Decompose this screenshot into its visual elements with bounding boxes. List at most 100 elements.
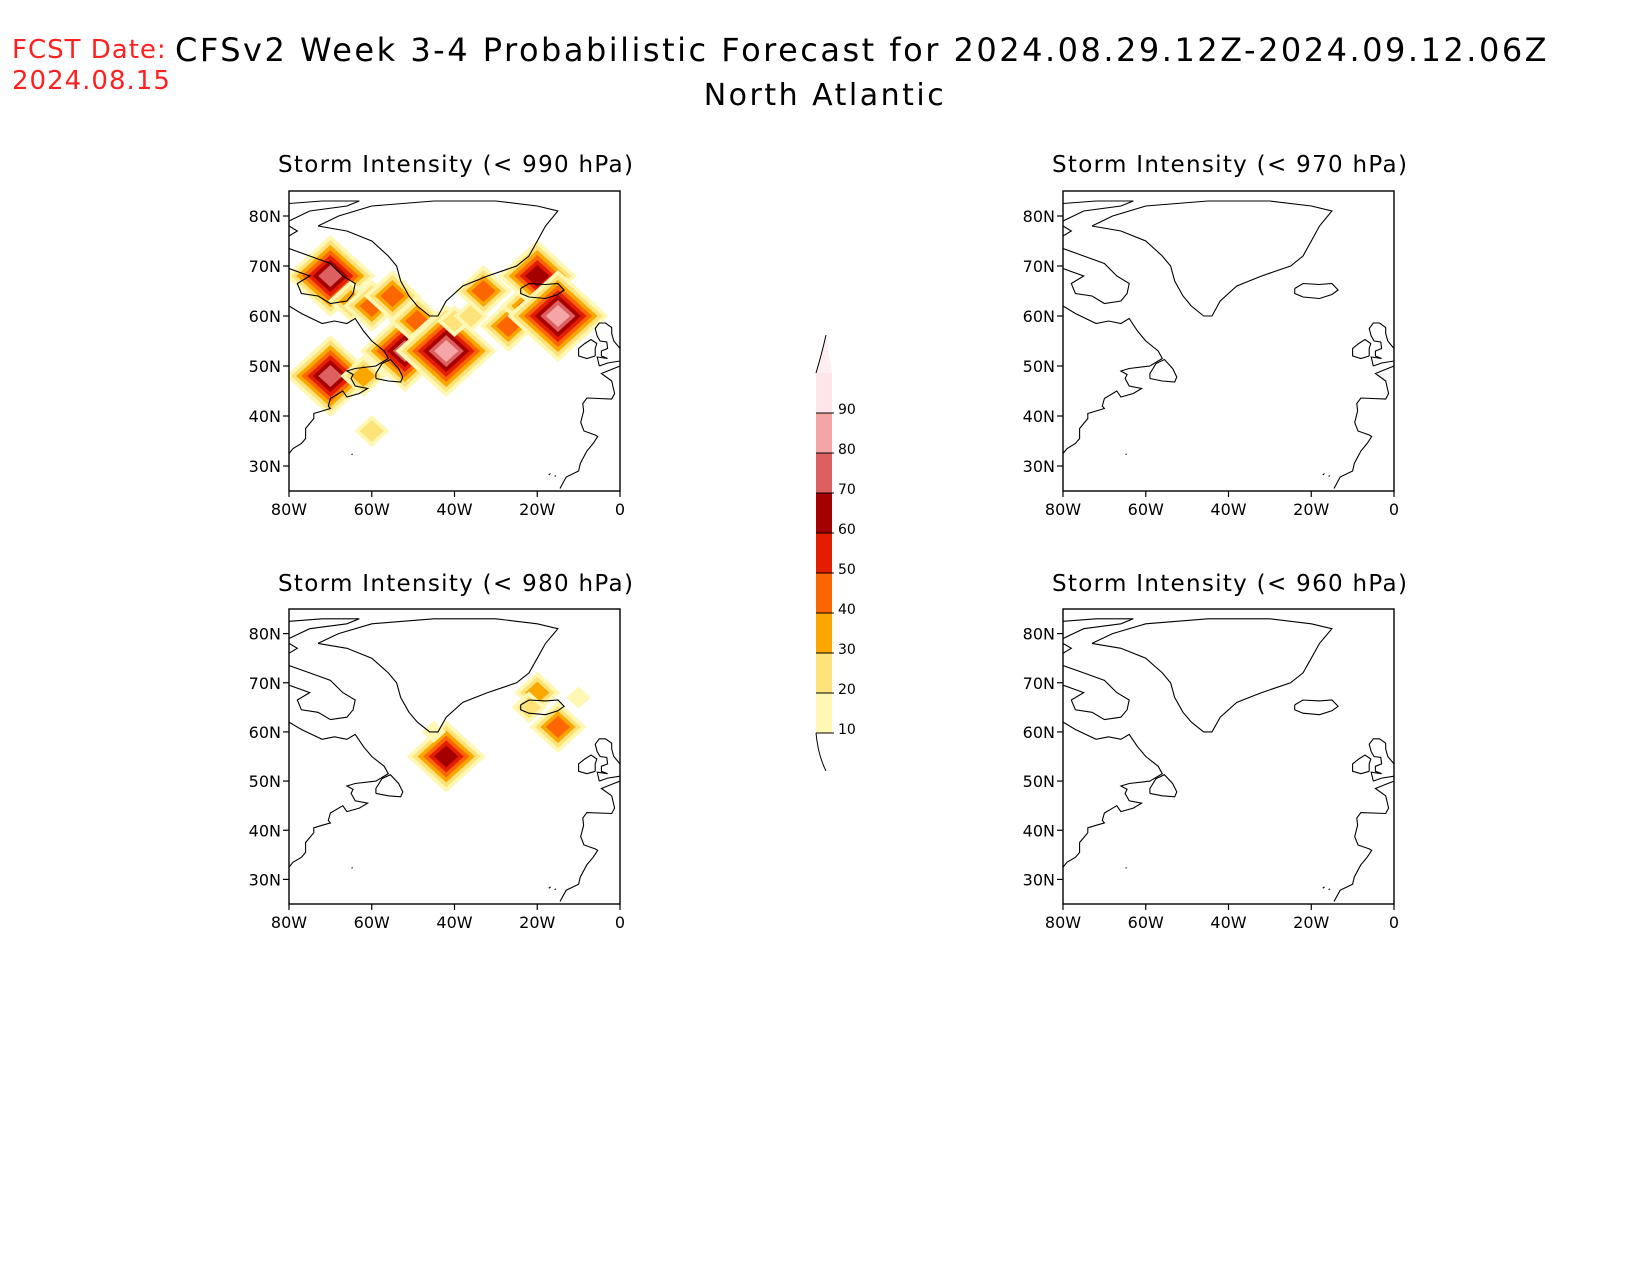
main-title: CFSv2 Week 3-4 Probabilistic Forecast fo… [175,31,1550,69]
lon-tick-label: 40W [1210,500,1246,519]
coastline [1322,473,1325,476]
colorbar-swatch [816,413,832,453]
lon-tick-label: 20W [1293,913,1329,932]
colorbar-label: 90 [838,402,856,418]
lat-tick-label: 30N [1023,870,1055,889]
lat-tick-label: 80N [1023,207,1055,226]
coastline [548,886,551,889]
probability-blob [406,720,486,793]
coastline [289,305,390,454]
coastline [289,618,360,639]
coastline [289,247,356,305]
lon-tick-label: 80W [271,913,307,932]
colorbar-swatch [816,373,832,413]
contour-level-40 [359,295,384,317]
coastline [351,453,353,456]
lon-tick-label: 60W [354,500,390,519]
lat-tick-label: 50N [1023,772,1055,791]
lon-tick-label: 40W [1210,913,1246,932]
lat-tick-label: 80N [249,207,281,226]
colorbar-label: 10 [838,722,856,738]
lon-tick-label: 60W [1128,913,1164,932]
lat-tick-label: 80N [249,625,281,644]
panel-title-960: Storm Intensity (< 960 hPa) [1052,571,1409,597]
coastline [289,200,360,222]
colorbar-swatch [816,613,832,653]
region-title: North Atlantic [703,78,947,113]
coastline [554,475,557,477]
fcst-date: FCST Date: 2024.08.15 [12,35,171,97]
panel-title-970: Storm Intensity (< 970 hPa) [1052,152,1409,178]
coastline [1328,475,1331,477]
coastline [1149,774,1178,798]
lat-tick-label: 80N [1023,625,1055,644]
coastline [1328,888,1331,891]
lon-tick-label: 20W [1293,500,1329,519]
lat-tick-label: 40N [1023,821,1055,840]
contour-level-20 [516,696,542,719]
colorbar-label: 70 [838,482,856,498]
coastline [289,642,299,654]
lon-tick-label: 40W [436,500,472,519]
coastline [594,322,620,367]
colorbar-label: 50 [838,562,856,578]
contour-level-10 [566,686,591,709]
lat-tick-label: 70N [1023,674,1055,693]
coastline [1063,664,1130,721]
coastline [1063,618,1134,639]
lon-tick-label: 80W [271,500,307,519]
map-panel-970: 80W 60W 40W 20W 0 80N 70N 60N 50N 40N 30N [1023,190,1399,519]
lon-tick-label: 80W [1045,913,1081,932]
colorbar-swatch [816,533,832,573]
coastline [548,473,551,476]
coastline [594,738,620,782]
colorbar-label: 30 [838,642,856,658]
lat-tick-label: 70N [1023,257,1055,276]
colorbar-label: 20 [838,682,856,698]
coastline [1322,886,1325,889]
coastline [578,338,598,360]
coastline [559,365,620,489]
coastline [317,200,559,317]
probability-blob [343,280,401,332]
lon-tick-label: 80W [1045,500,1081,519]
colorbar: 10 20 30 40 50 60 70 80 90 [815,334,856,772]
lon-tick-label: 60W [354,913,390,932]
coastline [1063,247,1130,305]
coastline [1352,754,1372,775]
coastline [1091,618,1333,733]
contour-level-20 [359,420,384,442]
colorbar-swatch [816,693,832,733]
lat-tick-label: 30N [249,457,281,476]
map-frame [1062,608,1395,905]
map-frame [1062,190,1395,492]
lat-tick-label: 50N [249,772,281,791]
coastline [1063,305,1164,454]
lat-tick-label: 70N [249,257,281,276]
coastline [289,664,356,721]
fcst-date-label: FCST Date: [12,35,167,65]
coastline [1352,338,1372,360]
contour-level-20 [458,305,484,327]
coastline [1149,358,1178,383]
colorbar-swatch [816,453,832,493]
lat-tick-label: 60N [1023,723,1055,742]
coastline [559,780,620,902]
map-panel-990: 80W 60W 40W 20W 0 80N 70N 60N 50N 40N 30N [249,190,625,519]
coastline [1063,225,1073,237]
coastline [289,721,390,868]
colorbar-swatch [816,493,832,533]
coastline [375,358,404,383]
contour-level-40 [545,716,571,738]
lat-tick-label: 40N [1023,407,1055,426]
lon-tick-label: 0 [615,913,625,932]
probability-blob [289,335,376,417]
lon-tick-label: 0 [1389,913,1399,932]
probability-blob [453,300,489,332]
coastline [1063,642,1073,654]
coastline [317,618,559,733]
panel-title-980: Storm Intensity (< 980 hPa) [278,571,635,597]
lat-tick-label: 60N [249,307,281,326]
lat-tick-label: 40N [249,821,281,840]
coastline [1091,200,1333,317]
